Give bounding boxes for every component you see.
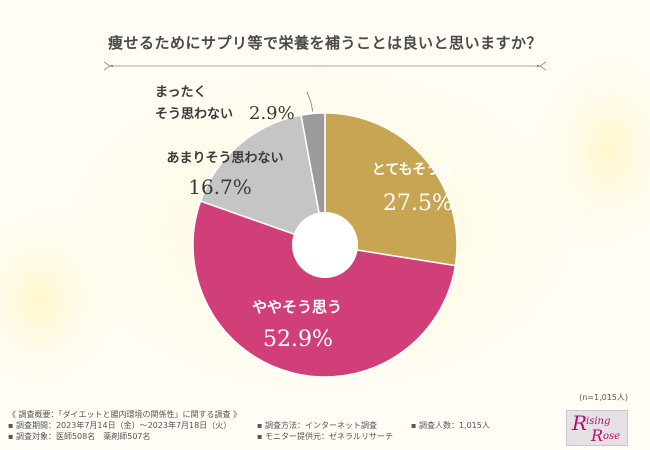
slice-label-3: あまりそう思わない — [166, 151, 283, 166]
pie-slice-1 — [324, 112, 458, 267]
survey-overview: 《 調査概要：「ダイエットと腸内環境の関係性」に関する調査 》 — [8, 410, 242, 419]
logo-text-ising: ising — [586, 416, 611, 427]
slice-label-4-line2: そう思わない — [155, 107, 233, 122]
survey-count: ▪ 調査人数：1,015人 — [411, 421, 490, 430]
pie-slice-3 — [199, 114, 326, 247]
survey-method: ▪ 調査方法：インターネット調査 — [257, 421, 377, 430]
logo-letter-r1: R — [572, 411, 588, 435]
chart-title: 痩せるためにサプリ等で栄養を補うことは良いと思いますか？ — [107, 34, 542, 52]
slice-label-4-line1: まったく — [155, 85, 206, 100]
survey-period: ▪ 調査期間：2023年7月14日（金）～2023年7月18日（火） — [8, 421, 232, 430]
pie-slice-2 — [192, 200, 457, 378]
slice-label-1: とてもそう思う — [372, 162, 469, 178]
slice-value-1: 27.5% — [383, 191, 453, 216]
donut-hole — [292, 212, 358, 278]
logo-letter-r2: R — [591, 426, 604, 445]
monitor-provider: ▪ モニター提供元：ゼネラルリサーチ — [257, 432, 393, 441]
sample-count: (n=1,015人) — [579, 393, 628, 402]
logo-text-ose: ose — [603, 431, 621, 442]
slice-label-2: ややそう思う — [252, 298, 342, 316]
pie-slice-4 — [300, 112, 326, 246]
rising-rose-logo: R ising R ose — [566, 410, 628, 446]
slice-value-4: 2.9% — [249, 103, 295, 124]
slice-value-3: 16.7% — [188, 175, 252, 199]
slice-leader-line-4 — [306, 91, 314, 112]
title-divider — [103, 61, 547, 71]
survey-target: ▪ 調査対象：医師508名 薬剤師507名 — [8, 432, 151, 441]
slice-value-2: 52.9% — [263, 327, 333, 352]
